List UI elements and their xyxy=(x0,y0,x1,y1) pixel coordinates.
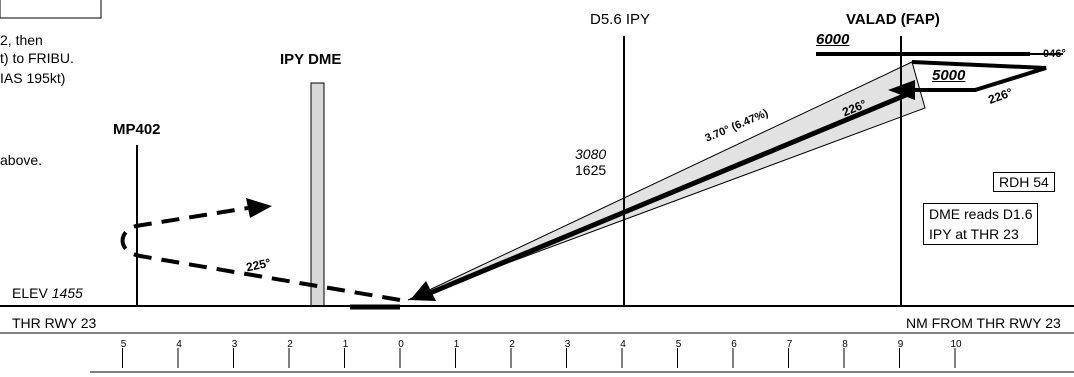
scale-tick-label: 10 xyxy=(950,339,962,350)
scale-ticks xyxy=(122,348,956,368)
scale-tick-label: 2 xyxy=(287,339,293,350)
missed-approach-text-4: above. xyxy=(0,152,43,168)
alt-5000-label: 5000 xyxy=(932,67,966,84)
scale-tick-label: 3 xyxy=(232,339,238,350)
missed-approach-path xyxy=(120,206,401,302)
missed-approach-text-3: IAS 195kt) xyxy=(0,70,66,86)
scale-tick-label: 1 xyxy=(454,339,460,350)
missed-approach-text-1: 2, then xyxy=(0,32,43,48)
alt-1625-label: 1625 xyxy=(575,162,607,178)
procedure-turn-path xyxy=(905,60,1047,92)
elev-value: 1455 xyxy=(51,285,83,301)
scale-tick-label: 7 xyxy=(787,339,793,350)
scale-tick-label: 8 xyxy=(842,339,848,350)
arrowhead-icon xyxy=(410,281,436,301)
descent-path xyxy=(429,92,907,296)
arrowhead-icon xyxy=(246,198,272,218)
thr-rwy-label: THR RWY 23 xyxy=(12,315,97,331)
alt-6000-label: 6000 xyxy=(816,31,850,48)
scale-tick-label: 5 xyxy=(676,339,682,350)
missed-approach-text-2: t) to FRIBU. xyxy=(0,50,74,66)
scale-tick-label: 1 xyxy=(343,339,349,350)
ipy-dme-bar xyxy=(310,82,325,307)
scale-tick-label: 4 xyxy=(620,339,626,350)
d56-label: D5.6 IPY xyxy=(590,11,651,28)
dme-note-line-1: DME reads D1.6 xyxy=(929,206,1033,222)
dme-note-box: DME reads D1.6 IPY at THR 23 xyxy=(923,203,1039,245)
scale-tick-label: 3 xyxy=(565,339,571,350)
elev-label: ELEV 1455 xyxy=(12,285,83,301)
scale-tick-label: 4 xyxy=(176,339,182,350)
arrowhead-icon xyxy=(888,80,915,100)
valad-label: VALAD (FAP) xyxy=(846,11,940,28)
elev-text: ELEV xyxy=(12,285,48,301)
alt-3080-label: 3080 xyxy=(575,146,607,162)
scale-tick-labels: 5 4 3 2 1 0 1 2 3 4 5 6 7 8 9 10 xyxy=(121,339,962,350)
course-046-label: 046° xyxy=(1043,48,1066,60)
dme-note-line-2: IPY at THR 23 xyxy=(929,226,1019,242)
scale-tick-label: 9 xyxy=(898,339,904,350)
scale-tick-label: 6 xyxy=(731,339,737,350)
scale-tick-label: 2 xyxy=(509,339,515,350)
obstacle-clearance-cone xyxy=(407,61,926,301)
rdh-box: RDH 54 xyxy=(993,172,1055,192)
ipy-dme-label: IPY DME xyxy=(280,51,342,68)
scale-tick-label: 0 xyxy=(398,339,404,350)
scale-tick-label: 5 xyxy=(121,339,127,350)
mp402-label: MP402 xyxy=(113,121,161,138)
nm-from-label: NM FROM THR RWY 23 xyxy=(906,315,1061,331)
header-box xyxy=(0,0,102,19)
